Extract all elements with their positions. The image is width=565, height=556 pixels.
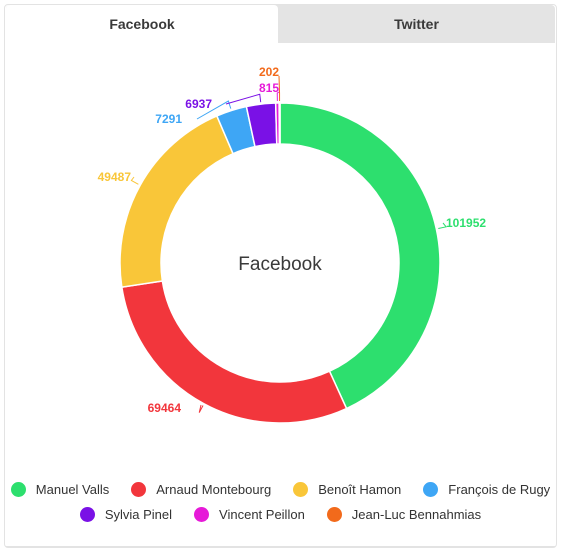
data-label: 7291	[155, 112, 182, 126]
legend-item-jean-luc-bennahmias[interactable]: Jean-Luc Bennahmias	[326, 507, 482, 522]
legend-label: Benoît Hamon	[318, 482, 402, 497]
leader-line	[278, 75, 281, 102]
leader-line	[225, 93, 262, 105]
legend-swatch	[131, 482, 147, 497]
tab-twitter[interactable]: Twitter	[394, 16, 439, 32]
legend-swatch	[293, 482, 309, 497]
legend-item-sylvia-pinel[interactable]: Sylvia Pinel	[79, 507, 173, 522]
data-label: 69464	[148, 401, 182, 415]
leader-line	[276, 91, 280, 102]
legend-label: Vincent Peillon	[219, 507, 305, 522]
tab-bar: Facebook Twitter	[6, 5, 555, 43]
legend-row: Manuel Valls Arnaud Montebourg Benoît Hamo…	[6, 482, 555, 497]
legend-item-fran-ois-de-rugy[interactable]: François de Rugy	[423, 482, 550, 497]
legend-swatch	[326, 507, 342, 522]
legend-item-arnaud-montebourg[interactable]: Arnaud Montebourg	[131, 482, 271, 497]
legend-item-manuel-valls[interactable]: Manuel Valls	[10, 482, 110, 497]
legend-label: François de Rugy	[448, 482, 551, 497]
chart-leader-lines	[130, 75, 448, 413]
legend-label: Manuel Valls	[35, 482, 110, 497]
divider	[6, 546, 555, 547]
legend-label: Arnaud Montebourg	[156, 482, 272, 497]
legend-label: Sylvia Pinel	[104, 507, 173, 522]
legend-swatch	[10, 482, 26, 497]
leader-line	[196, 100, 232, 120]
data-label: 6937	[185, 97, 212, 111]
legend-row: Sylvia Pinel Vincent Peillon Jean-Luc Benn…	[6, 507, 555, 522]
chart-slices	[119, 102, 441, 424]
leader-line	[198, 404, 204, 413]
data-label: 101952	[446, 216, 486, 230]
data-label: 202	[259, 65, 279, 79]
slice-jean-luc-bennahmias[interactable]	[278, 102, 281, 145]
leader-line	[130, 176, 139, 185]
chart-legend: Manuel Valls Arnaud Montebourg Benoît Hamo…	[6, 482, 555, 522]
legend-label: Jean-Luc Bennahmias	[351, 507, 482, 522]
legend-swatch	[79, 507, 95, 522]
leader-line	[438, 222, 448, 230]
slice-manuel-valls[interactable]	[279, 102, 441, 410]
widget-frame	[4, 4, 557, 548]
legend-swatch	[423, 482, 439, 497]
legend-item-vincent-peillon[interactable]: Vincent Peillon	[194, 507, 305, 522]
tab-facebook[interactable]: Facebook	[6, 5, 278, 43]
slice-beno-t-hamon[interactable]	[119, 114, 235, 289]
legend-swatch	[194, 507, 210, 522]
chart-center-title: Facebook	[238, 254, 322, 275]
legend-item-beno-t-hamon[interactable]: Benoît Hamon	[293, 482, 401, 497]
data-label: 49487	[98, 170, 132, 184]
data-label: 815	[259, 81, 279, 95]
